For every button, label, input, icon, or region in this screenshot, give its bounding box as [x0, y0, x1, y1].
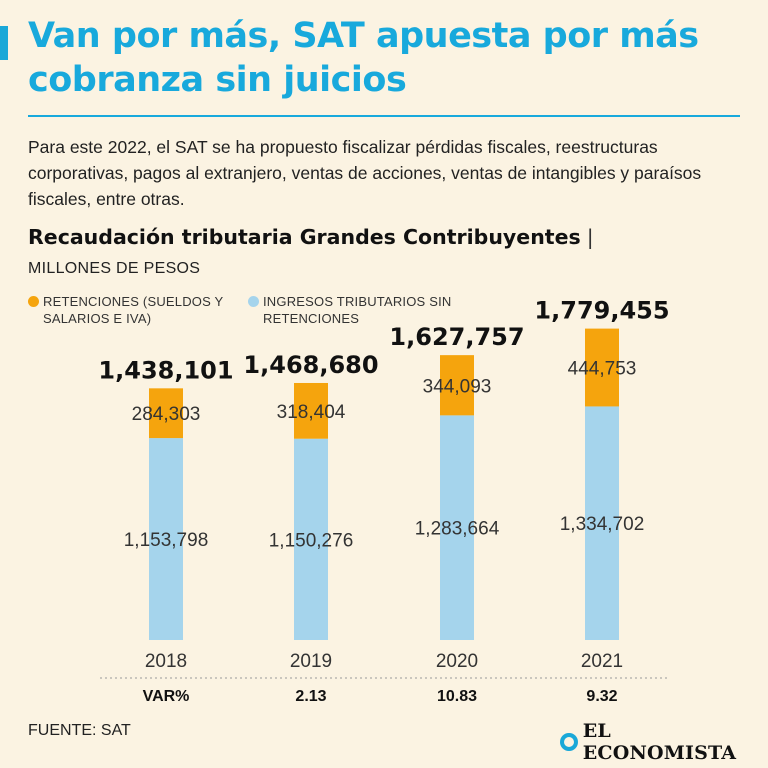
logo-text: EL ECONOMISTA — [582, 720, 737, 764]
x-tick-label-2021: 2021 — [581, 651, 623, 672]
bar-ingresos-2020 — [440, 415, 474, 640]
bar-retenciones-2019 — [294, 382, 328, 439]
e-logo-icon — [560, 733, 578, 751]
page-title: Van por más, SAT apuesta por más cobranz… — [28, 16, 699, 100]
publisher-logo: EL ECONOMISTA — [560, 720, 768, 764]
data-label-retenciones-2020: 344,093 — [423, 376, 492, 397]
total-label-2021: 1,779,455 — [534, 297, 669, 325]
x-tick-label-2019: 2019 — [290, 651, 332, 672]
data-label-retenciones-2021: 444,753 — [568, 359, 637, 380]
var-value-2019: 2.13 — [295, 688, 326, 705]
chart-title: Recaudación tributaria Grandes Contribuy… — [28, 225, 594, 249]
bar-ingresos-2021 — [585, 406, 619, 640]
x-tick-label-2018: 2018 — [145, 651, 187, 672]
legend-item-retenciones: RETENCIONES (SUELDOS Y SALARIOS E IVA) — [28, 293, 223, 327]
data-label-ingresos-2021: 1,334,702 — [560, 514, 645, 535]
legend-label-retenciones-line1: RETENCIONES (SUELDOS Y — [43, 294, 224, 309]
total-label-2019: 1,468,680 — [243, 351, 378, 379]
legend-label-ingresos-line1: INGRESOS TRIBUTARIOS SIN — [263, 294, 452, 309]
chart-title-separator: | — [586, 225, 594, 249]
data-label-ingresos-2019: 1,150,276 — [269, 530, 354, 551]
legend-label-ingresos-line2: RETENCIONES — [263, 311, 360, 326]
legend-dot-ingresos-icon — [248, 296, 259, 307]
intro-paragraph: Para este 2022, el SAT se ha propuesto f… — [28, 137, 702, 209]
bar-ingresos-2019 — [294, 438, 328, 640]
legend-label-retenciones-line2: SALARIOS E IVA) — [43, 311, 152, 326]
source-label: FUENTE: SAT — [28, 722, 131, 739]
data-label-ingresos-2018: 1,153,798 — [124, 530, 209, 551]
total-label-2018: 1,438,101 — [98, 356, 233, 384]
total-label-2020: 1,627,757 — [389, 323, 524, 351]
bar-ingresos-2018 — [149, 438, 183, 640]
chart-unit-label: MILLONES DE PESOS — [28, 260, 201, 277]
bar-retenciones-2021 — [585, 328, 619, 407]
data-label-retenciones-2018: 284,303 — [132, 404, 201, 425]
data-label-ingresos-2020: 1,283,664 — [415, 519, 500, 540]
data-label-retenciones-2019: 318,404 — [277, 402, 346, 423]
legend-item-ingresos: INGRESOS TRIBUTARIOS SIN RETENCIONES — [248, 293, 452, 327]
bar-retenciones-2018 — [149, 388, 183, 439]
var-value-2020: 10.83 — [437, 688, 477, 705]
chart-title-text: Recaudación tributaria Grandes Contribuy… — [28, 225, 581, 249]
legend-dot-retenciones-icon — [28, 296, 39, 307]
title-divider — [28, 115, 740, 117]
x-tick-label-2020: 2020 — [436, 651, 478, 672]
var-value-2021: 9.32 — [586, 688, 617, 705]
title-accent-bar — [0, 26, 8, 60]
bar-retenciones-2020 — [440, 355, 474, 416]
var-label: VAR% — [143, 688, 190, 705]
